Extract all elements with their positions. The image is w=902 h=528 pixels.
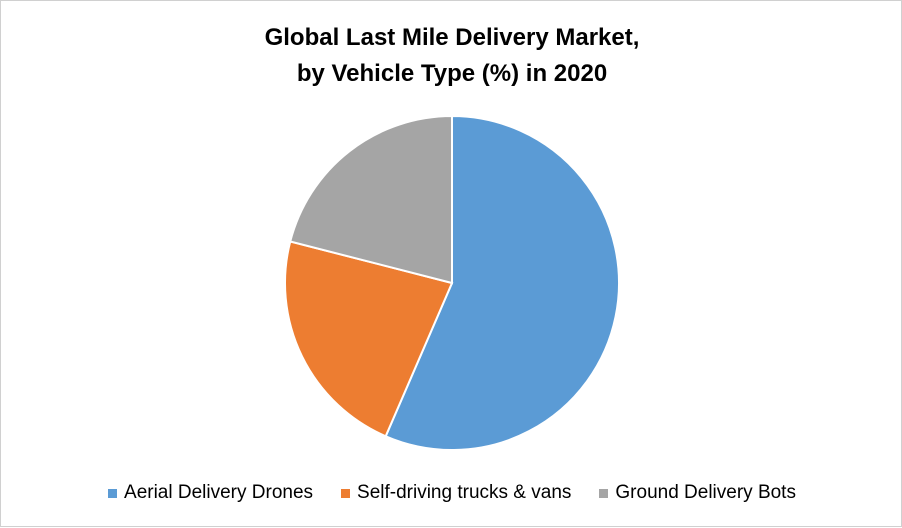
legend-swatch [108,488,118,498]
pie-slice-aerial-delivery-drones [384,114,620,451]
pie-slices [284,114,620,451]
legend: Aerial Delivery Drones Self-driving truc… [1,482,902,504]
chart-subtitle: by Vehicle Type (%) in 2020 [296,60,608,87]
legend-label: Ground Delivery Bots [615,482,796,503]
legend-item-ground-delivery-bots: Ground Delivery Bots [599,482,796,504]
legend-label: Aerial Delivery Drones [124,482,314,503]
pie-slice-ground-delivery-bots [289,114,453,285]
legend-item-aerial-delivery-drones: Aerial Delivery Drones [108,482,313,504]
pie-slice-self-driving-trucks-vans [284,240,454,438]
legend-swatch [599,488,609,498]
legend-label: Self-driving trucks & vans [357,482,572,503]
legend-item-self-driving-trucks-vans: Self-driving trucks & vans [341,482,571,504]
chart-title: Global Last Mile Delivery Market, [264,24,640,51]
legend-swatch [341,488,351,498]
